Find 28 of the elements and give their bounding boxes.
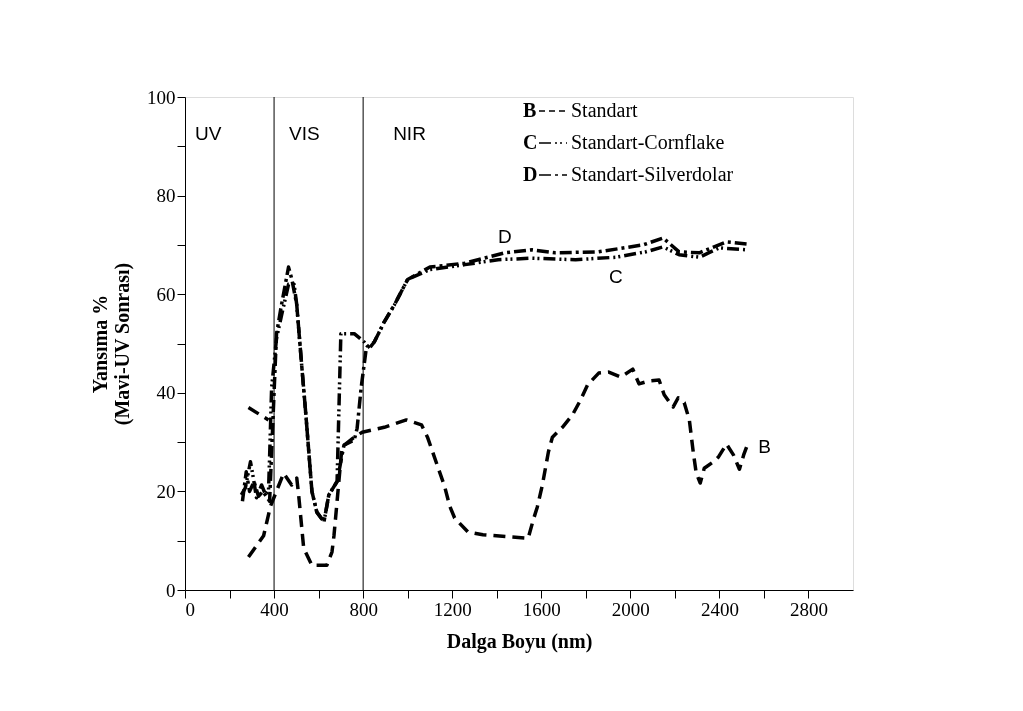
y-tick-label: 20: [156, 480, 176, 502]
x-tick-label: 400: [260, 598, 289, 620]
text: B: [523, 99, 537, 121]
y-axis-title: Yansıma % (Mavi-UV Sonrası): [89, 262, 134, 426]
x-axis-title: Dalga Boyu (nm): [446, 629, 593, 653]
y-tick-label: 0: [166, 579, 176, 601]
annotation: VIS: [289, 123, 320, 144]
annotation: D: [498, 225, 512, 247]
y-tick-label: 100: [147, 86, 176, 108]
annotation: NIR: [393, 123, 426, 144]
text: C: [523, 131, 538, 153]
legend-label: Standart: [571, 99, 639, 121]
x-tick-label: 2400: [700, 598, 739, 620]
x-tick-label: 2800: [789, 598, 828, 620]
x-tick-label: 1600: [522, 598, 561, 620]
text: D: [523, 163, 538, 185]
legend-label: Standart-Silverdolar: [571, 163, 734, 185]
y-tick-label: 60: [156, 283, 176, 305]
legend-label: Standart-Cornflake: [571, 131, 725, 153]
y-tick-label: 80: [156, 185, 176, 207]
x-tick-label: 0: [185, 598, 195, 620]
y-tick-label: 40: [156, 382, 176, 404]
annotation: C: [608, 266, 623, 288]
x-tick-label: 2000: [611, 598, 650, 620]
annotation: B: [758, 436, 771, 458]
x-tick-label: 800: [349, 598, 378, 620]
annotation: UV: [195, 123, 222, 144]
x-tick-label: 1200: [433, 598, 472, 620]
